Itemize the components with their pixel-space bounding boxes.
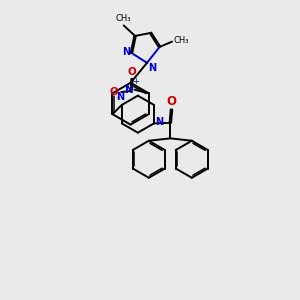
- Text: CH₃: CH₃: [173, 36, 189, 45]
- Text: N: N: [122, 47, 130, 57]
- Text: N: N: [117, 92, 125, 102]
- Text: O: O: [167, 94, 176, 108]
- Text: ⁻: ⁻: [116, 96, 121, 105]
- Text: N: N: [125, 85, 134, 95]
- Text: N: N: [155, 117, 163, 127]
- Text: O: O: [110, 87, 118, 97]
- Text: N: N: [148, 63, 157, 74]
- Text: +: +: [132, 77, 139, 86]
- Text: O: O: [128, 67, 136, 76]
- Text: CH₃: CH₃: [116, 14, 131, 23]
